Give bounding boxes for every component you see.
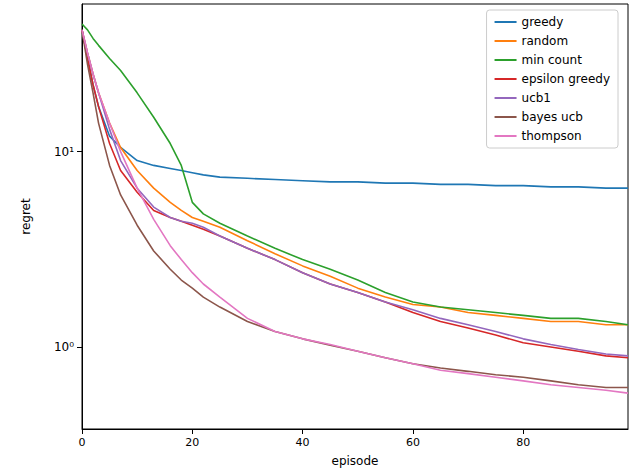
svg-text:greedy: greedy [522,15,564,29]
svg-text:20: 20 [185,436,199,449]
svg-text:bayes ucb: bayes ucb [522,110,583,124]
svg-text:min count: min count [522,53,583,67]
svg-text:80: 80 [516,436,530,449]
svg-text:10¹: 10¹ [54,145,74,159]
svg-text:10⁰: 10⁰ [54,340,74,354]
svg-text:40: 40 [296,436,310,449]
svg-text:epsilon greedy: epsilon greedy [522,72,610,86]
svg-text:thompson: thompson [522,129,582,143]
svg-text:regret: regret [19,198,33,235]
svg-text:ucb1: ucb1 [522,91,551,105]
svg-text:0: 0 [79,436,86,449]
svg-text:episode: episode [332,454,379,468]
svg-text:random: random [522,34,569,48]
svg-text:60: 60 [406,436,420,449]
